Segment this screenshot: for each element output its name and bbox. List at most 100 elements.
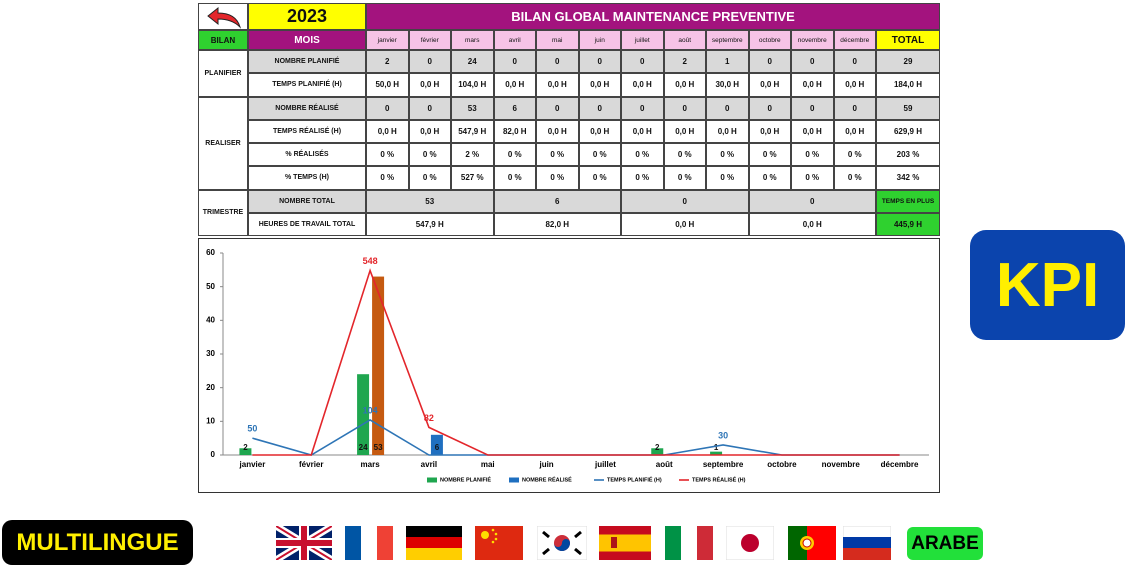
value-cell: 30,0 H — [706, 73, 749, 97]
value-cell: 0 % — [536, 143, 579, 167]
x-tick-label: novembre — [822, 460, 861, 469]
value-cell: 0 % — [791, 143, 834, 167]
value-cell: 0,0 H — [366, 119, 409, 143]
value-cell: 0,0 H — [536, 119, 579, 143]
y-tick-label: 50 — [206, 282, 215, 291]
line-label: 548 — [363, 256, 378, 266]
value-cell: 0 — [748, 50, 791, 74]
value-cell: 527 % — [451, 166, 494, 190]
group-label: REALISER — [198, 96, 248, 190]
row-label: TEMPS PLANIFIÉ (H) — [248, 73, 366, 97]
value-cell: 0 % — [791, 166, 834, 190]
value-cell: 0 — [493, 50, 536, 74]
line-series — [252, 419, 900, 456]
arrow-cell — [198, 3, 248, 30]
value-cell: 0 % — [493, 166, 536, 190]
x-tick-label: décembre — [881, 460, 919, 469]
row-label: HEURES DE TRAVAIL TOTAL — [248, 212, 366, 236]
value-cell: 0 — [748, 189, 876, 213]
bar — [710, 451, 723, 455]
row-label: % RÉALISÉS — [248, 143, 366, 167]
value-cell: 0,0 H — [748, 73, 791, 97]
flag-china[interactable] — [475, 526, 523, 560]
row-label: TEMPS RÉALISÉ (H) — [248, 119, 366, 143]
value-cell: 2 % — [451, 143, 494, 167]
value-cell: 547,9 H — [366, 212, 494, 236]
value-cell: 0 — [578, 50, 621, 74]
arabe-button[interactable]: ARABE — [907, 527, 983, 560]
bar-label: 2 — [243, 443, 248, 452]
bilan-header: BILAN — [198, 30, 248, 50]
value-cell: 53 — [366, 189, 494, 213]
line-series — [252, 268, 900, 456]
bar — [357, 374, 370, 455]
legend-label: TEMPS RÉALISÉ (H) — [692, 475, 746, 483]
flag-france[interactable] — [345, 526, 393, 560]
value-cell: 2 — [663, 50, 706, 74]
value-cell: 0,0 H — [493, 73, 536, 97]
flag-japan[interactable] — [726, 526, 774, 560]
value-cell: 0 % — [748, 166, 791, 190]
value-cell: 0,0 H — [408, 119, 451, 143]
value-cell: 0 — [621, 189, 749, 213]
value-cell: 0,0 H — [663, 119, 706, 143]
month-header: juillet — [621, 30, 664, 50]
value-cell: 0,0 H — [621, 212, 749, 236]
y-tick-label: 30 — [206, 349, 215, 358]
bar — [239, 448, 252, 455]
year: 2023 — [248, 3, 366, 30]
flag-korea[interactable] — [537, 526, 587, 560]
value-cell: 0,0 H — [408, 73, 451, 97]
value-cell: 0,0 H — [833, 119, 876, 143]
bar-label: 53 — [374, 443, 383, 452]
flag-russia[interactable] — [843, 526, 891, 560]
line-label: 50 — [247, 424, 257, 434]
value-cell: 0 — [791, 50, 834, 74]
value-cell: 0 % — [621, 166, 664, 190]
value-cell: 0 — [578, 96, 621, 120]
flag-germany[interactable] — [406, 526, 462, 560]
bar — [651, 448, 664, 455]
back-arrow[interactable] — [198, 3, 248, 30]
line-label: 82 — [424, 413, 434, 423]
value-cell: 0 % — [493, 143, 536, 167]
total-cell: 203 % — [876, 143, 940, 167]
group-label: PLANIFIER — [198, 50, 248, 97]
value-cell: 0 — [536, 96, 579, 120]
total-cell: 342 % — [876, 166, 940, 190]
title: BILAN GLOBAL MAINTENANCE PREVENTIVE — [366, 3, 940, 30]
total-cell: TEMPS EN PLUS — [876, 189, 940, 213]
y-tick-label: 60 — [206, 248, 215, 257]
value-cell: 0 % — [408, 143, 451, 167]
bar-label: 24 — [359, 443, 368, 452]
flag-spain[interactable] — [599, 526, 651, 560]
value-cell: 0 — [366, 96, 409, 120]
month-header: novembre — [791, 30, 834, 50]
value-cell: 0 % — [578, 166, 621, 190]
y-tick-label: 40 — [206, 315, 215, 324]
legend-marker — [427, 477, 437, 483]
flag-italy[interactable] — [665, 526, 713, 560]
x-tick-label: mars — [361, 460, 381, 469]
value-cell: 0 — [621, 50, 664, 74]
value-cell: 2 — [366, 50, 409, 74]
value-cell: 0,0 H — [706, 119, 749, 143]
multilingue-badge: MULTILINGUE — [2, 520, 193, 565]
x-tick-label: août — [656, 460, 673, 469]
x-tick-label: janvier — [239, 460, 266, 469]
flag-portugal[interactable] — [788, 526, 836, 560]
value-cell: 0,0 H — [621, 73, 664, 97]
x-tick-label: février — [299, 460, 323, 469]
value-cell: 0,0 H — [578, 73, 621, 97]
value-cell: 82,0 H — [493, 119, 536, 143]
value-cell: 0,0 H — [748, 119, 791, 143]
line-label: 104 — [363, 405, 378, 415]
total-cell: 629,9 H — [876, 119, 940, 143]
total-cell: 29 — [876, 50, 940, 74]
bar-label: 6 — [435, 443, 440, 452]
row-label: NOMBRE TOTAL — [248, 189, 366, 213]
value-cell: 0 % — [833, 166, 876, 190]
flag-uk[interactable] — [276, 526, 332, 560]
value-cell: 0 % — [578, 143, 621, 167]
month-header: octobre — [748, 30, 791, 50]
